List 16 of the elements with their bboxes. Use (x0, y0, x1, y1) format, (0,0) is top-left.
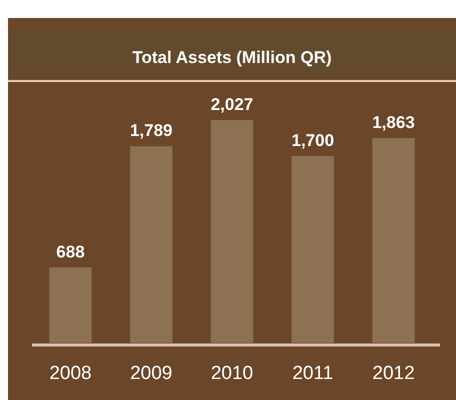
bar (292, 156, 334, 343)
x-tick-label: 2011 (292, 363, 334, 384)
x-tick-label: 2010 (210, 363, 254, 384)
x-tick-label: 2008 (49, 363, 92, 384)
chart-title: Total Assets (Million QR) (132, 48, 332, 67)
bar (130, 146, 172, 343)
x-tick-label: 2009 (130, 363, 172, 384)
data-label: 2,027 (210, 95, 254, 114)
data-label: 1,700 (291, 130, 334, 150)
x-tick-label: 2012 (372, 363, 415, 384)
bar (49, 267, 92, 343)
data-label: 1,789 (130, 121, 173, 140)
data-label: 688 (56, 242, 85, 262)
bar (372, 138, 415, 343)
data-label: 1,863 (372, 113, 415, 132)
bar (210, 120, 254, 343)
